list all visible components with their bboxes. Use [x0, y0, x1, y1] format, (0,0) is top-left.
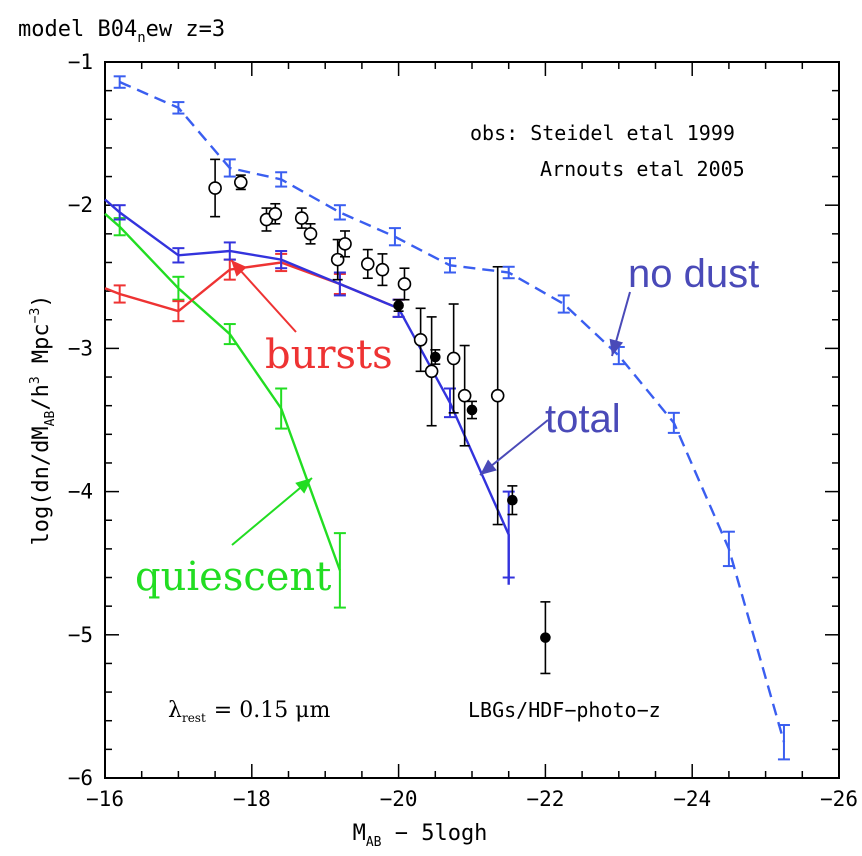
- y-tick-label: −3: [68, 336, 93, 360]
- arrow-head: [480, 459, 497, 475]
- obs-source-line1: obs: Steidel etal 1999: [470, 121, 735, 145]
- x-axis-label: MAB − 5logh: [353, 821, 488, 850]
- axis-tick-labels: −16 −18 −20 −22 −24 −26 −1 −2 −3 −4 −5 −6: [68, 50, 858, 811]
- obs-point-open: [330, 252, 345, 267]
- y-tick-label: −2: [68, 193, 93, 217]
- obs-point-filled: [540, 632, 551, 643]
- obs-point-filled: [507, 494, 518, 506]
- obs-filled: [466, 400, 478, 420]
- obs-open: [233, 174, 248, 191]
- series-line: [104, 212, 342, 571]
- arrow-head: [231, 260, 247, 277]
- obs-filled: [393, 298, 404, 312]
- x-tick-label: −22: [526, 787, 564, 811]
- arrow-head: [609, 338, 624, 356]
- arrow-total: [479, 419, 549, 476]
- obs-open: [360, 248, 375, 280]
- obs-point-open: [446, 351, 461, 366]
- x-tick-label: −18: [233, 787, 271, 811]
- obs-point-filled: [393, 300, 404, 311]
- obs-source-line2: Arnouts etal 2005: [540, 157, 745, 181]
- obs-open: [303, 223, 318, 245]
- label-no-dust: no dust: [628, 252, 759, 296]
- obs-open: [457, 344, 472, 447]
- obs-open: [338, 230, 352, 258]
- observation-points: [208, 158, 551, 675]
- obs-point-open: [457, 388, 472, 403]
- obs-open: [490, 265, 505, 526]
- obs-filled: [507, 485, 518, 516]
- obs-open: [330, 238, 345, 281]
- chart-title: model B04new z=3: [18, 17, 225, 46]
- series-total: [104, 198, 515, 585]
- obs-point-open: [424, 364, 439, 379]
- obs-point-open: [303, 227, 318, 241]
- y-tick-label: −6: [68, 766, 93, 790]
- x-tick-label: −20: [380, 787, 418, 811]
- y-tick-label: −4: [68, 480, 93, 504]
- obs-point-open: [338, 237, 352, 251]
- y-tick-label: −1: [68, 50, 93, 74]
- series-quiescent: [104, 212, 346, 609]
- obs-point-open: [233, 175, 248, 190]
- label-arrows: [230, 259, 631, 546]
- lambda-rest-label: λrest = 0.15 μm: [168, 698, 330, 725]
- obs-open: [397, 267, 412, 301]
- y-tick-label: −5: [68, 623, 93, 647]
- obs-point-filled: [429, 351, 441, 363]
- series-line: [104, 198, 510, 585]
- obs-point-filled: [466, 404, 478, 416]
- obs-open: [375, 253, 390, 287]
- obs-point-open: [413, 333, 428, 347]
- label-bursts: bursts: [265, 332, 393, 378]
- obs-open: [413, 307, 428, 373]
- obs-point-open: [208, 181, 222, 195]
- arrow-bursts: [230, 259, 297, 333]
- lbg-hdf-label: LBGs/HDF−photo−z: [468, 698, 661, 722]
- label-total: total: [545, 397, 621, 441]
- axis-ticks: [104, 61, 840, 779]
- series-line: [104, 261, 400, 313]
- obs-open: [294, 207, 309, 229]
- y-axis-label: log(dn/dMAB/h3 Mpc−3): [28, 294, 58, 545]
- obs-open: [208, 158, 222, 218]
- obs-point-open: [268, 206, 283, 221]
- obs-open: [424, 316, 439, 427]
- x-tick-label: −26: [820, 787, 858, 811]
- arrow-quiescent: [231, 477, 313, 546]
- obs-point-open: [375, 262, 390, 277]
- obs-point-open: [397, 277, 412, 291]
- arrow-no-dust: [609, 291, 631, 357]
- arrow-head: [295, 478, 312, 494]
- label-quiescent: quiescent: [135, 554, 331, 600]
- obs-open: [446, 303, 461, 414]
- arrow-shaft: [231, 477, 313, 546]
- x-tick-label: −16: [86, 787, 124, 811]
- x-tick-label: −24: [673, 787, 711, 811]
- obs-open: [268, 202, 283, 225]
- obs-filled: [429, 349, 441, 365]
- obs-filled: [540, 601, 551, 675]
- obs-point-open: [294, 211, 309, 225]
- arrow-shaft: [230, 259, 297, 333]
- obs-point-open: [360, 257, 375, 271]
- obs-point-open: [490, 388, 505, 403]
